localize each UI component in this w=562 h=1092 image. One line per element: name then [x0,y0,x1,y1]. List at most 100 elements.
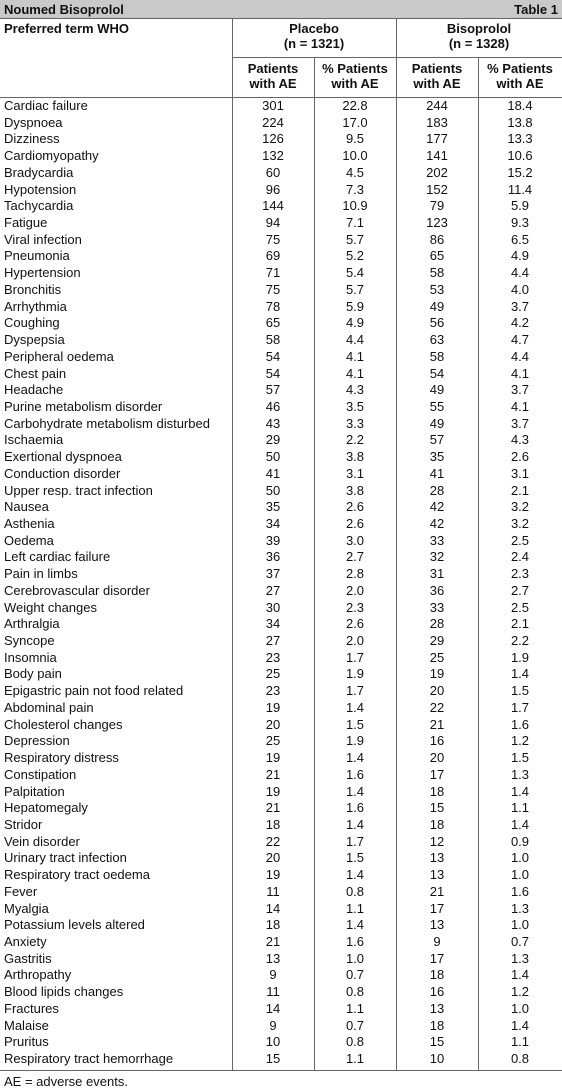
cell-value: 20 [429,750,445,766]
row-term: Epigastric pain not food related [4,683,184,699]
cell-value: 16 [429,984,445,1000]
cell-value: 2.5 [510,532,530,548]
cell-value: 4.1 [510,365,530,381]
cell-value: 12 [429,833,445,849]
row-term: Malaise [4,1017,49,1033]
footnote: AE = adverse events. [4,1074,128,1089]
cell-value: 31 [429,566,445,582]
cell-value: 1.3 [510,950,530,966]
cell-value: 4.4 [345,332,365,348]
cell-value: 13 [429,1000,445,1016]
row-term: Pneumonia [4,248,70,264]
cell-value: 27 [265,582,281,598]
cell-value: 123 [426,215,448,231]
cell-value: 224 [262,114,284,130]
cell-value: 2.5 [510,599,530,615]
cell-value: 18 [429,1017,445,1033]
cell-value: 15.2 [507,164,533,180]
cell-value: 0.8 [345,1034,365,1050]
subcolumn-header: % Patients with AE [487,61,553,91]
table: Preferred term WHO Placebo (n = 1321) Bisop… [0,18,562,1071]
cell-value: 11 [266,883,280,899]
cell-value: 27 [265,633,281,649]
cell-value: 1.2 [510,984,530,1000]
cell-value: 2.0 [345,633,365,649]
table-source: Noumed Bisoprolol [4,1,124,17]
cell-value: 1.5 [345,850,365,866]
cell-value: 33 [429,532,445,548]
cell-value: 53 [429,281,445,297]
cell-value: 46 [265,398,281,414]
row-term: Potassium levels altered [4,917,145,933]
row-term: Arthropathy [4,967,72,983]
row-term: Dyspnoea [4,114,63,130]
cell-value: 58 [265,332,281,348]
cell-value: 36 [429,582,445,598]
row-term: Chest pain [4,365,67,381]
cell-value: 20 [265,716,281,732]
cell-value: 4.0 [510,281,530,297]
cell-value: 2.6 [345,499,365,515]
cell-value: 18 [265,917,281,933]
cell-value: 1.6 [510,883,530,899]
cell-value: 1.4 [345,783,365,799]
cell-value: 21 [429,716,445,732]
row-term: Anxiety [4,934,47,949]
cell-value: 2.7 [345,549,365,565]
row-term: Weight changes [4,599,97,615]
cell-value: 5.7 [345,281,365,297]
subcolumn-header: Patients with AE [247,61,299,91]
row-term: Arthralgia [4,616,60,632]
row-term: Respiratory tract oedema [4,867,150,883]
cell-value: 1.3 [510,900,530,916]
cell-value: 25 [429,649,445,665]
cell-value: 2.6 [345,616,365,632]
row-term: Insomnia [4,649,57,665]
cell-value: 10 [429,1051,445,1067]
cell-value: 3.0 [345,532,365,548]
cell-value: 1.4 [345,699,365,715]
cell-value: 2.0 [345,582,365,598]
cell-value: 18.4 [507,98,533,113]
cell-value: 13 [429,850,445,866]
cell-value: 1.1 [345,1000,365,1016]
cell-value: 34 [265,516,281,531]
cell-value: 10.9 [342,198,368,214]
cell-value: 17 [429,950,445,966]
cell-value: 4.4 [510,348,530,364]
cell-value: 0.8 [345,984,365,1000]
cell-value: 57 [429,432,445,448]
rule [232,18,233,1070]
cell-value: 1.4 [510,967,530,983]
cell-value: 43 [265,415,281,431]
row-term: Conduction disorder [4,465,121,481]
cell-value: 3.2 [510,499,530,515]
cell-value: 1.4 [510,1017,530,1033]
row-term: Viral infection [4,231,82,247]
cell-value: 2.3 [345,599,365,615]
cell-value: 55 [429,398,445,414]
cell-value: 49 [429,382,445,398]
cell-value: 1.4 [345,917,365,933]
cell-value: 4.9 [510,248,530,264]
row-term: Urinary tract infection [4,850,127,866]
row-term: Cerebrovascular disorder [4,582,150,598]
cell-value: 4.2 [510,315,530,331]
cell-value: 141 [426,148,448,164]
cell-value: 30 [265,599,281,615]
cell-value: 2.8 [345,566,365,582]
cell-value: 1.1 [345,900,365,916]
table-number: Table 1 [514,1,558,17]
cell-value: 58 [429,348,445,364]
cell-value: 42 [429,516,445,531]
cell-value: 15 [429,1034,445,1050]
row-term: Purine metabolism disorder [4,398,163,414]
group-name: Bisoprolol [446,21,512,36]
rule [0,97,562,98]
cell-value: 0.9 [510,833,530,849]
cell-value: 60 [265,164,281,180]
cell-value: 18 [429,816,445,832]
cell-value: 3.1 [510,465,530,481]
cell-value: 301 [262,98,284,113]
cell-value: 79 [429,198,445,214]
